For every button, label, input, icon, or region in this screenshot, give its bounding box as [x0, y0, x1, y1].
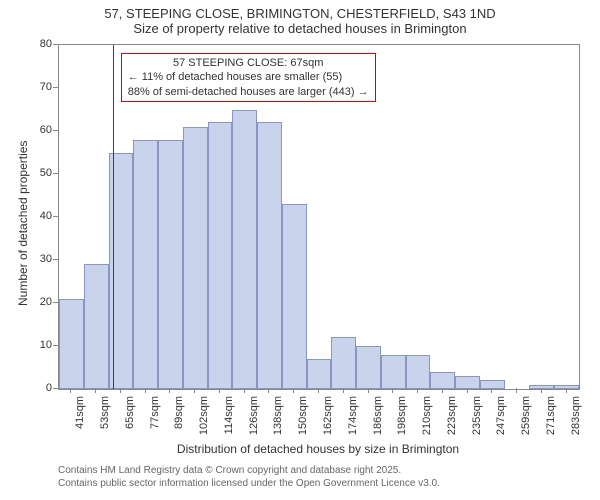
x-tick-label: 174sqm	[347, 396, 359, 440]
histogram-bar	[554, 385, 579, 389]
x-tick-label: 138sqm	[272, 396, 284, 440]
x-tick-label: 126sqm	[248, 396, 260, 440]
x-tick-mark	[368, 388, 369, 393]
x-tick-label: 102sqm	[198, 396, 210, 440]
histogram-bar	[356, 346, 381, 389]
x-tick-mark	[95, 388, 96, 393]
y-tick-label: 70	[28, 81, 52, 93]
x-tick-mark	[491, 388, 492, 393]
y-axis-label: Number of detached properties	[16, 141, 30, 306]
histogram-bar	[455, 376, 480, 389]
y-tick-mark	[53, 345, 58, 346]
footer-line1: Contains HM Land Registry data © Crown c…	[58, 464, 440, 477]
x-tick-mark	[442, 388, 443, 393]
y-tick-mark	[53, 259, 58, 260]
x-tick-label: 271sqm	[545, 396, 557, 440]
y-tick-label: 60	[28, 124, 52, 136]
x-tick-label: 259sqm	[520, 396, 532, 440]
y-tick-mark	[53, 44, 58, 45]
annotation-line2: ← 11% of detached houses are smaller (55…	[128, 70, 369, 84]
x-tick-label: 223sqm	[446, 396, 458, 440]
histogram-bar	[208, 122, 233, 389]
x-tick-mark	[392, 388, 393, 393]
x-tick-mark	[145, 388, 146, 393]
histogram-bar	[133, 140, 158, 389]
x-tick-mark	[417, 388, 418, 393]
x-tick-mark	[244, 388, 245, 393]
x-tick-mark	[343, 388, 344, 393]
chart-title-line1: 57, STEEPING CLOSE, BRIMINGTON, CHESTERF…	[0, 0, 600, 21]
x-tick-mark	[293, 388, 294, 393]
y-tick-mark	[53, 173, 58, 174]
y-tick-label: 40	[28, 210, 52, 222]
x-tick-label: 65sqm	[124, 396, 136, 440]
histogram-bar	[430, 372, 455, 389]
histogram-bar	[232, 110, 257, 390]
x-tick-label: 235sqm	[471, 396, 483, 440]
histogram-bar	[59, 299, 84, 389]
chart-title-line2: Size of property relative to detached ho…	[0, 21, 600, 40]
annotation-line3: 88% of semi-detached houses are larger (…	[128, 85, 369, 99]
x-tick-label: 41sqm	[74, 396, 86, 440]
x-tick-label: 114sqm	[223, 396, 235, 440]
y-tick-label: 10	[28, 339, 52, 351]
x-tick-mark	[516, 388, 517, 393]
x-tick-label: 186sqm	[372, 396, 384, 440]
x-tick-label: 210sqm	[421, 396, 433, 440]
x-tick-mark	[194, 388, 195, 393]
histogram-bar	[331, 337, 356, 389]
footer-attribution: Contains HM Land Registry data © Crown c…	[58, 464, 440, 490]
histogram-bar	[183, 127, 208, 389]
y-tick-label: 0	[28, 382, 52, 394]
annotation-line1: 57 STEEPING CLOSE: 67sqm	[128, 56, 369, 70]
y-tick-mark	[53, 388, 58, 389]
x-tick-label: 283sqm	[570, 396, 582, 440]
histogram-bar	[529, 385, 554, 389]
histogram-bar	[84, 264, 109, 389]
x-tick-mark	[169, 388, 170, 393]
y-tick-label: 50	[28, 167, 52, 179]
x-tick-mark	[566, 388, 567, 393]
y-tick-mark	[53, 302, 58, 303]
x-tick-mark	[541, 388, 542, 393]
x-tick-mark	[467, 388, 468, 393]
y-tick-mark	[53, 216, 58, 217]
histogram-bar	[381, 355, 406, 389]
histogram-bar	[406, 355, 431, 389]
x-tick-label: 53sqm	[99, 396, 111, 440]
histogram-bar	[307, 359, 332, 389]
x-tick-mark	[219, 388, 220, 393]
histogram-bar	[158, 140, 183, 389]
x-tick-label: 150sqm	[297, 396, 309, 440]
y-tick-label: 30	[28, 253, 52, 265]
x-tick-label: 247sqm	[495, 396, 507, 440]
histogram-bar	[257, 122, 282, 389]
x-tick-label: 162sqm	[322, 396, 334, 440]
x-tick-label: 89sqm	[173, 396, 185, 440]
y-tick-mark	[53, 130, 58, 131]
x-tick-label: 198sqm	[396, 396, 408, 440]
x-tick-mark	[120, 388, 121, 393]
property-marker-line	[113, 45, 114, 389]
x-axis-label: Distribution of detached houses by size …	[58, 442, 578, 456]
y-tick-label: 80	[28, 38, 52, 50]
y-tick-mark	[53, 87, 58, 88]
y-tick-label: 20	[28, 296, 52, 308]
histogram-bar	[282, 204, 307, 389]
footer-line2: Contains public sector information licen…	[58, 477, 440, 490]
annotation-box: 57 STEEPING CLOSE: 67sqm← 11% of detache…	[121, 53, 376, 102]
x-tick-mark	[70, 388, 71, 393]
x-tick-label: 77sqm	[149, 396, 161, 440]
plot-area: 57 STEEPING CLOSE: 67sqm← 11% of detache…	[58, 44, 580, 390]
x-tick-mark	[268, 388, 269, 393]
x-tick-mark	[318, 388, 319, 393]
